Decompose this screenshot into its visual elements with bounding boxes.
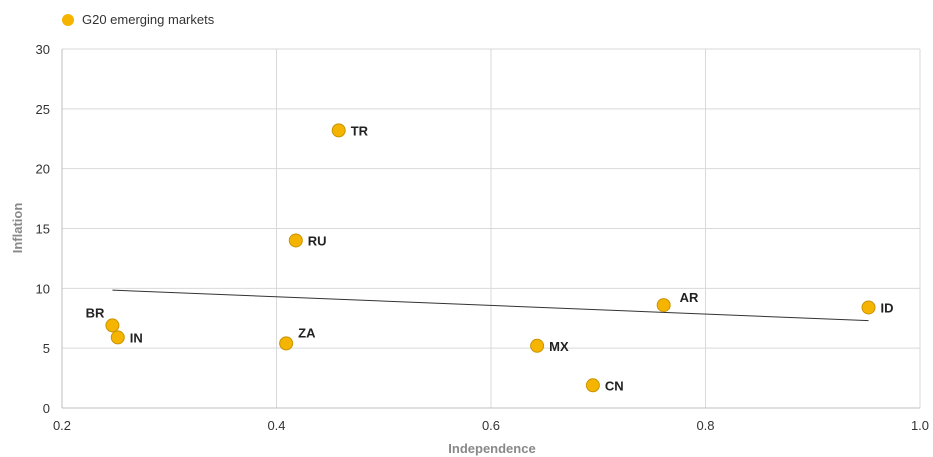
- x-tick-label: 0.8: [696, 418, 714, 433]
- data-label: TR: [351, 123, 369, 138]
- grid: [62, 48, 921, 408]
- data-point: [105, 318, 120, 333]
- y-axis-label: Inflation: [10, 203, 25, 254]
- y-tick-label: 10: [36, 281, 50, 296]
- y-tick-label: 15: [36, 222, 50, 237]
- data-point: [530, 338, 545, 353]
- data-label: IN: [130, 330, 143, 345]
- data-label: RU: [308, 233, 327, 248]
- data-points: TR RU BR IN ZA MX CN AR ID: [86, 123, 894, 393]
- data-point: [288, 233, 303, 248]
- data-point: [585, 378, 600, 393]
- legend-label: G20 emerging markets: [82, 12, 215, 27]
- legend: G20 emerging markets: [62, 12, 214, 27]
- x-tick-label: 0.2: [53, 418, 71, 433]
- axes: [61, 49, 920, 409]
- y-tick-label: 30: [36, 42, 50, 57]
- data-label: CN: [605, 378, 624, 393]
- data-label: ZA: [298, 325, 316, 340]
- x-tick-label: 1.0: [911, 418, 929, 433]
- tick-labels: 0 5 10 15 20 25 30 0.2 0.4 0.6 0.8 1.0: [36, 42, 930, 433]
- data-point: [656, 298, 671, 313]
- data-point: [331, 123, 346, 138]
- y-tick-label: 25: [36, 102, 50, 117]
- trendline: [112, 289, 869, 322]
- data-label: AR: [680, 290, 699, 305]
- x-tick-label: 0.4: [267, 418, 285, 433]
- data-label: MX: [549, 339, 569, 354]
- x-axis-label: Independence: [448, 441, 535, 456]
- x-tick-label: 0.6: [482, 418, 500, 433]
- trendline-group: [112, 289, 869, 322]
- data-point: [861, 300, 876, 315]
- legend-marker-icon: [62, 13, 74, 26]
- data-label: ID: [881, 300, 894, 315]
- data-point: [279, 336, 294, 351]
- y-tick-label: 5: [43, 341, 50, 356]
- y-tick-label: 20: [36, 162, 50, 177]
- data-point: [110, 330, 125, 345]
- data-label: BR: [86, 305, 105, 320]
- y-tick-label: 0: [43, 401, 50, 416]
